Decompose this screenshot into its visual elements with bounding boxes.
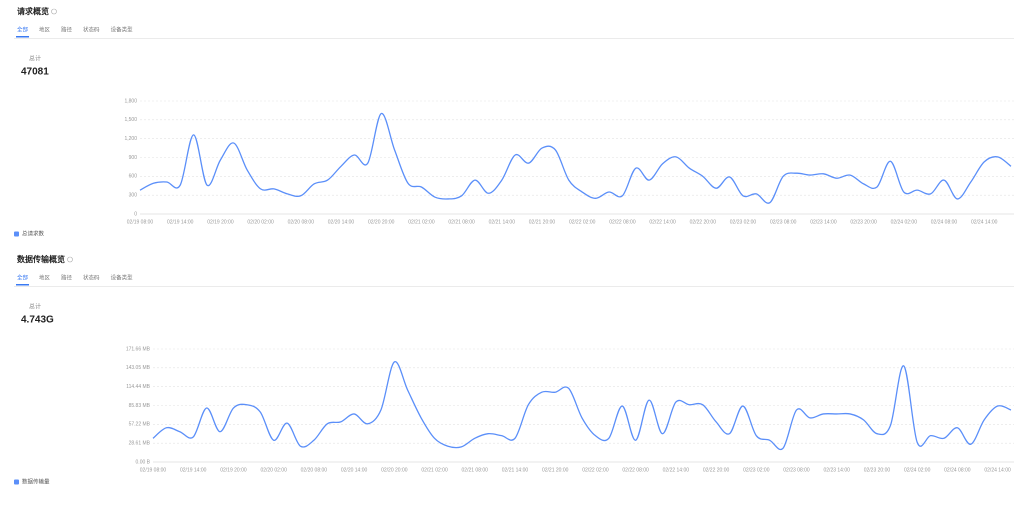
total-label: 总计: [29, 55, 41, 63]
tab[interactable]: 全部: [17, 273, 29, 281]
y-tick-label: 143.05 MB: [126, 365, 151, 371]
x-tick-label: 02/23 20:00: [850, 219, 877, 225]
x-tick-label: 02/22 20:00: [703, 467, 730, 473]
x-tick-label: 02/23 20:00: [864, 467, 891, 473]
x-tick-label: 02/23 14:00: [824, 467, 851, 473]
x-tick-label: 02/22 14:00: [663, 467, 690, 473]
y-tick-label: 1,500: [124, 117, 137, 123]
x-tick-label: 02/21 08:00: [462, 467, 489, 473]
x-tick-label: 02/22 20:00: [690, 219, 717, 225]
tab[interactable]: 全部: [17, 25, 29, 33]
x-tick-label: 02/21 02:00: [421, 467, 448, 473]
total-value: 47081: [21, 67, 49, 78]
tab[interactable]: 状态码: [83, 273, 100, 281]
x-tick-label: 02/24 02:00: [904, 467, 931, 473]
x-tick-label: 02/24 14:00: [984, 467, 1011, 473]
x-tick-label: 02/22 02:00: [582, 467, 609, 473]
x-tick-label: 02/23 02:00: [730, 219, 757, 225]
x-tick-label: 02/24 14:00: [971, 219, 998, 225]
y-tick-label: 28.61 MB: [129, 440, 151, 446]
x-tick-label: 02/23 08:00: [783, 467, 810, 473]
tab[interactable]: 路径: [61, 273, 73, 281]
x-tick-label: 02/21 20:00: [529, 219, 556, 225]
info-icon: [67, 256, 73, 263]
x-tick-label: 02/20 14:00: [328, 219, 355, 225]
x-tick-label: 02/24 08:00: [931, 219, 958, 225]
x-tick-label: 02/19 08:00: [140, 467, 167, 473]
y-tick-label: 1,800: [124, 98, 137, 104]
total-value: 4.743G: [21, 315, 54, 326]
series-line: [152, 361, 1012, 451]
x-tick-label: 02/24 08:00: [944, 467, 971, 473]
x-tick-label: 02/21 14:00: [489, 219, 516, 225]
x-tick-label: 02/19 14:00: [180, 467, 207, 473]
y-tick-label: 57.22 MB: [129, 422, 151, 428]
tab[interactable]: 设备类型: [111, 273, 134, 281]
x-tick-label: 02/22 08:00: [622, 467, 649, 473]
tab[interactable]: 设备类型: [111, 25, 134, 33]
x-tick-label: 02/19 14:00: [167, 219, 194, 225]
y-tick-label: 171.66 MB: [126, 346, 151, 352]
x-tick-label: 02/19 08:00: [127, 219, 154, 225]
tab[interactable]: 地区: [39, 273, 51, 281]
y-tick-label: 85.83 MB: [129, 403, 151, 409]
x-tick-label: 02/20 20:00: [368, 219, 395, 225]
y-tick-label: 114.44 MB: [126, 384, 150, 390]
x-tick-label: 02/23 08:00: [770, 219, 797, 225]
x-tick-label: 02/21 02:00: [408, 219, 435, 225]
section-title: 请求概览: [17, 6, 49, 16]
x-tick-label: 02/20 08:00: [301, 467, 328, 473]
legend-label[interactable]: 数据传输量: [22, 477, 50, 485]
y-tick-label: 900: [129, 155, 138, 161]
y-tick-label: 300: [129, 192, 138, 198]
x-tick-label: 02/21 14:00: [502, 467, 529, 473]
series-line: [139, 112, 1012, 204]
tab[interactable]: 路径: [61, 25, 73, 33]
x-tick-label: 02/21 08:00: [448, 219, 475, 225]
section-title: 数据传输概览: [17, 254, 65, 264]
y-tick-label: 1,200: [124, 136, 137, 142]
x-tick-label: 02/19 20:00: [207, 219, 234, 225]
x-tick-label: 02/24 02:00: [891, 219, 918, 225]
y-tick-label: 0.00 B: [136, 459, 151, 465]
tab[interactable]: 地区: [39, 25, 51, 33]
x-tick-label: 02/19 20:00: [220, 467, 247, 473]
tab[interactable]: 状态码: [83, 25, 100, 33]
x-tick-label: 02/20 08:00: [288, 219, 315, 225]
y-tick-label: 600: [129, 174, 138, 180]
info-icon: [51, 8, 57, 15]
x-tick-label: 02/20 14:00: [341, 467, 368, 473]
tab-underline: [16, 36, 30, 38]
x-tick-label: 02/22 02:00: [569, 219, 596, 225]
x-tick-label: 02/23 14:00: [810, 219, 837, 225]
x-tick-label: 02/22 08:00: [609, 219, 636, 225]
x-tick-label: 02/23 02:00: [743, 467, 770, 473]
y-tick-label: 0: [134, 211, 137, 217]
x-tick-label: 02/20 02:00: [247, 219, 274, 225]
x-tick-label: 02/20 20:00: [381, 467, 408, 473]
legend-label[interactable]: 总请求数: [22, 229, 45, 237]
tab-underline: [16, 284, 30, 286]
legend-swatch[interactable]: [14, 479, 19, 485]
total-label: 总计: [29, 303, 41, 311]
x-tick-label: 02/20 02:00: [260, 467, 287, 473]
x-tick-label: 02/22 14:00: [649, 219, 676, 225]
x-tick-label: 02/21 20:00: [542, 467, 569, 473]
legend-swatch[interactable]: [14, 231, 19, 237]
